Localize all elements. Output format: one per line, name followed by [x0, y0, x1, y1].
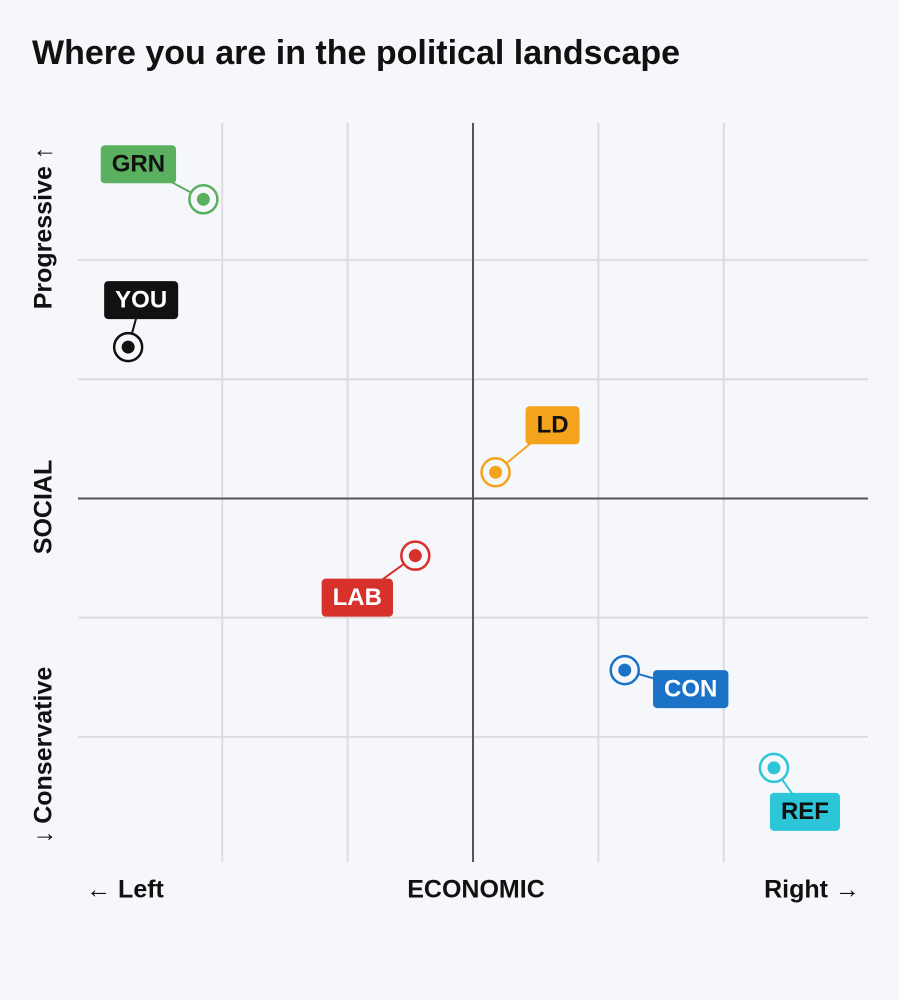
- point: [196, 192, 210, 206]
- point-label: [104, 281, 179, 320]
- y-bottom-label: ↓ Conservative: [30, 667, 58, 844]
- point-label-box: [525, 406, 580, 445]
- point-label: [769, 792, 840, 831]
- x-left-label: ← Left: [86, 876, 164, 904]
- point-label-text: CON: [664, 675, 717, 702]
- point-label: [525, 406, 580, 445]
- point-label-text: LAB: [333, 584, 382, 611]
- y-axis-label: SOCIAL: [30, 460, 58, 554]
- point-label-text: LD: [537, 412, 569, 439]
- point-label-text: REF: [781, 798, 829, 825]
- point-label-text: YOU: [115, 286, 167, 313]
- point-label: [321, 578, 393, 617]
- x-axis-label: ECONOMIC: [407, 876, 545, 904]
- point-label-box: [104, 281, 179, 320]
- point-label-box: [769, 792, 840, 831]
- point-label: [100, 145, 177, 184]
- x-right-label: Right →: [764, 876, 860, 904]
- point: [767, 761, 781, 775]
- point: [618, 663, 632, 677]
- point: [121, 340, 135, 354]
- y-top-label: Progressive ↑: [30, 147, 58, 310]
- point: [489, 465, 503, 479]
- point: [408, 549, 422, 563]
- point-label-box: [321, 578, 393, 617]
- point-label-box: [100, 145, 177, 184]
- point-label-text: GRN: [112, 151, 165, 178]
- point-label: [653, 670, 729, 709]
- point-label-box: [653, 670, 729, 709]
- chart-title: Where you are in the political landscape: [32, 34, 680, 72]
